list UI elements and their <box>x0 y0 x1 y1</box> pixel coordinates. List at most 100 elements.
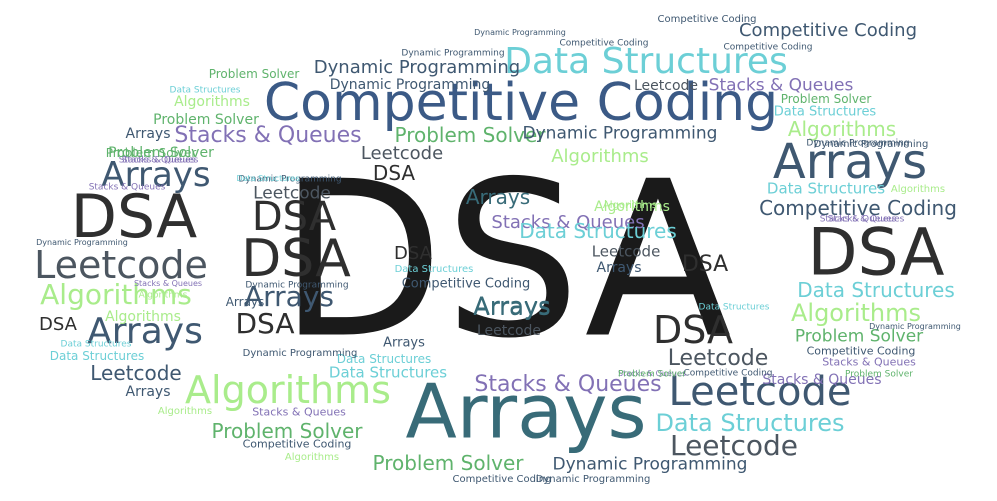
cloud-word: Data Structures <box>60 339 132 350</box>
cloud-word: Data Structures <box>773 104 877 120</box>
cloud-word: Leetcode <box>669 429 799 462</box>
cloud-word: Competitive Coding <box>759 196 957 220</box>
cloud-word: Dynamic Programming <box>36 238 128 247</box>
cloud-word: Data Structures <box>655 409 845 437</box>
cloud-word: Competitive Coding <box>738 20 918 41</box>
cloud-word: Algorithms <box>890 184 946 195</box>
cloud-word: Dynamic Programming <box>245 280 349 291</box>
cloud-word: Dynamic Programming <box>329 77 491 93</box>
cloud-word: DSA <box>278 134 732 386</box>
cloud-word: DSA <box>681 252 729 277</box>
cloud-word: Arrays <box>101 155 211 195</box>
cloud-word: Problem Solver <box>108 145 214 161</box>
cloud-word: DSA <box>235 307 295 340</box>
cloud-word: Algorithms <box>790 299 922 327</box>
cloud-word: Problem Solver <box>208 67 300 81</box>
cloud-word: DSA <box>251 194 337 240</box>
cloud-word: Problem Solver <box>780 92 872 106</box>
cloud-word: Stacks & Queues <box>819 214 897 225</box>
cloud-word: DSA <box>70 182 198 252</box>
cloud-word: Competitive Coding <box>723 42 813 53</box>
cloud-word: Arrays <box>473 292 551 320</box>
cloud-word: Leetcode <box>253 183 331 204</box>
cloud-word: Dynamic Programming <box>401 48 505 59</box>
cloud-word: DSA <box>807 215 945 291</box>
cloud-word: Algorithms <box>40 278 192 311</box>
cloud-word: Arrays <box>225 295 265 309</box>
cloud-word: Data Structures <box>504 41 788 82</box>
cloud-word: Dynamic Programming <box>522 123 718 144</box>
cloud-word: Problem Solver <box>845 369 913 380</box>
cloud-word: Stacks & Queues <box>88 182 166 193</box>
cloud-word: Leetcode <box>591 242 661 261</box>
cloud-word: Problem Solver <box>211 419 363 443</box>
cloud-word: Dynamic Programming <box>242 348 358 359</box>
cloud-word: Arrays <box>772 134 928 190</box>
cloud-word: Stacks & Queues <box>474 372 662 397</box>
cloud-word: Data Structures <box>336 352 432 366</box>
cloud-word: Data Structures <box>519 219 677 243</box>
cloud-word: Stacks & Queues <box>118 155 196 166</box>
cloud-word: Stacks & Queues <box>174 123 362 148</box>
cloud-word: Leetcode <box>476 323 542 339</box>
cloud-word: Competitive Coding <box>683 368 773 379</box>
cloud-word: Stacks & Queues <box>827 214 905 225</box>
cloud-word: Data Structures <box>236 174 300 183</box>
cloud-word: Data Structures <box>169 85 241 96</box>
cloud-word: DSA <box>394 243 432 264</box>
cloud-word: DSA <box>241 229 351 289</box>
cloud-word: Stacks & Queues <box>617 369 687 378</box>
cloud-word: Arrays <box>405 367 647 456</box>
cloud-word: Problem Solver <box>394 123 546 147</box>
cloud-word: Competitive Coding <box>263 73 779 133</box>
cloud-word: DSA <box>372 161 416 185</box>
cloud-word: DSA <box>652 308 734 352</box>
cloud-word: Data Structures <box>328 363 448 382</box>
cloud-word: Arrays <box>473 293 551 321</box>
cloud-word: Algorithms <box>105 309 181 325</box>
cloud-word: Stacks & Queues <box>491 212 645 233</box>
cloud-word: Problem Solver <box>618 369 686 380</box>
cloud-word: Dynamic Programming <box>313 57 521 78</box>
cloud-word: Stacks & Queues <box>762 372 882 388</box>
cloud-word: Dynamic Programming <box>813 139 929 150</box>
cloud-word: Competitive Coding <box>401 276 531 292</box>
cloud-word: Leetcode <box>360 143 444 164</box>
cloud-word: Competitive Coding <box>452 474 552 485</box>
cloud-word: Stacks & Queues <box>708 75 854 96</box>
cloud-word: Problem Solver <box>372 451 524 475</box>
cloud-word: Algorithms <box>185 368 391 412</box>
cloud-word: Algorithms <box>157 406 213 417</box>
cloud-word: Stacks & Queues <box>252 405 346 419</box>
cloud-word: Algorithms <box>138 290 188 301</box>
cloud-word: Dynamic Programming <box>806 138 910 149</box>
cloud-word: Competitive Coding <box>806 344 916 358</box>
cloud-word: Stacks & Queues <box>822 355 916 369</box>
cloud-word: Data Structures <box>766 179 886 198</box>
cloud-word: Arrays <box>87 311 203 352</box>
cloud-word: Data Structures <box>698 302 770 313</box>
cloud-word: DSA <box>39 314 77 335</box>
cloud-word: Algorithms <box>594 199 670 215</box>
cloud-word: Problem Solver <box>105 146 197 160</box>
cloud-word: Data Structures <box>394 264 474 275</box>
cloud-word: Dynamic Programming <box>552 454 748 475</box>
cloud-word: Dynamic Programming <box>474 28 566 37</box>
cloud-word: Leetcode <box>633 78 699 94</box>
cloud-word: Arrays <box>596 260 642 276</box>
cloud-word: Dynamic Programming <box>238 174 342 185</box>
cloud-word: Data Structures <box>797 278 955 302</box>
cloud-word: Algorithms <box>602 200 658 211</box>
cloud-word: Competitive Coding <box>242 437 352 451</box>
cloud-word: Arrays <box>125 126 171 142</box>
cloud-word: Algorithms <box>284 452 340 463</box>
cloud-word: Competitive Coding <box>657 14 757 25</box>
cloud-word: Algorithms <box>787 117 897 141</box>
cloud-word: Competitive Coding <box>559 38 649 49</box>
cloud-word: Leetcode <box>90 361 182 385</box>
cloud-word: Algorithms <box>551 146 649 167</box>
cloud-word: Arrays <box>243 280 335 313</box>
cloud-word: Dynamic Programming <box>535 474 651 485</box>
cloud-word: Leetcode <box>668 369 852 415</box>
